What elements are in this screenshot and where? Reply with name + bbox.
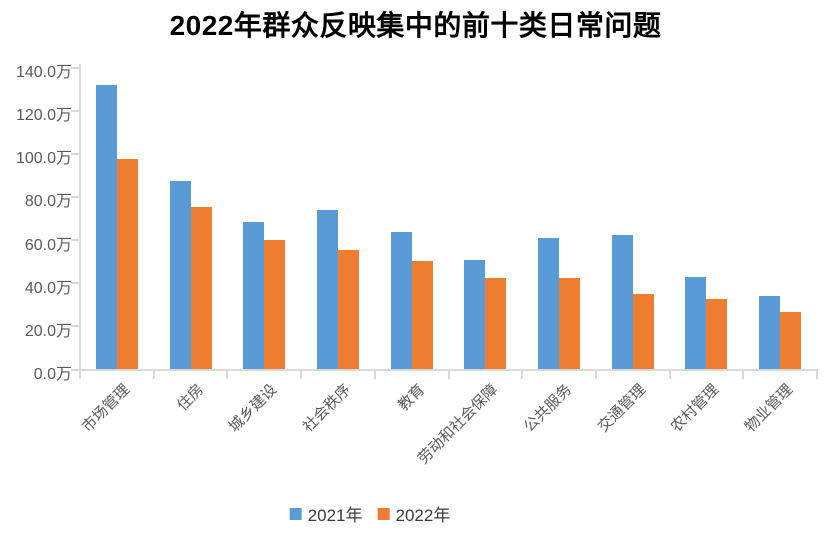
x-axis-line [79, 369, 818, 371]
bar-2022年-公共服务 [559, 278, 581, 369]
bar-2021年-市场管理 [95, 85, 117, 369]
bar-2022年-市场管理 [116, 158, 138, 369]
legend-label-2021年: 2021年 [307, 506, 363, 525]
x-axis-tick [79, 371, 81, 379]
chart-title: 2022年群众反映集中的前十类日常问题 [169, 10, 662, 41]
x-axis-tick [447, 371, 450, 379]
legend-item-2022年: 2022年 [377, 501, 451, 526]
y-axis-tick [71, 66, 79, 69]
y-axis-tick-label: 0.0万 [33, 366, 72, 383]
bar-2022年-社会秩序 [337, 250, 359, 369]
legend-swatch-2021年 [289, 507, 302, 520]
bar-2021年-物业管理 [759, 295, 781, 369]
y-axis-tick [71, 282, 79, 285]
y-axis-tick-label: 20.0万 [24, 322, 72, 340]
y-axis-tick-label: 140.0万 [15, 64, 72, 81]
x-axis-tick [521, 371, 524, 379]
bar-2021年-劳动和社会保障 [464, 260, 486, 369]
legend-label-2022年: 2022年 [395, 506, 451, 525]
bar-2021年-交通管理 [611, 235, 633, 369]
y-axis-tick-label: 60.0万 [24, 236, 72, 254]
y-axis-tick [71, 239, 79, 242]
bar-2022年-农村管理 [706, 298, 728, 369]
x-axis-tick [373, 371, 376, 379]
y-axis-line [79, 64, 81, 377]
legend-swatch-2022年 [377, 507, 390, 520]
bar-2022年-物业管理 [780, 311, 802, 369]
y-axis-tick [71, 109, 79, 112]
y-axis-tick [71, 368, 79, 371]
x-axis-tick [152, 371, 155, 379]
x-axis-tick [742, 371, 745, 379]
chart-legend: 2021年 2022年 [289, 501, 451, 526]
bar-2022年-住房 [190, 207, 212, 369]
y-axis-tick-label: 40.0万 [24, 279, 72, 297]
y-axis-tick [71, 325, 79, 328]
bar-2021年-社会秩序 [316, 210, 338, 369]
x-axis-tick [668, 371, 671, 379]
y-axis-tick-label: 120.0万 [15, 107, 72, 125]
y-axis-tick [71, 195, 79, 198]
bar-2022年-城乡建设 [264, 239, 286, 369]
bar-2022年-劳动和社会保障 [485, 278, 507, 369]
x-axis-tick [300, 371, 303, 379]
bar-2022年-交通管理 [632, 293, 654, 369]
x-axis-tick [816, 371, 818, 379]
bar-2021年-住房 [169, 181, 191, 369]
y-axis-tick-label: 100.0万 [15, 150, 72, 168]
x-axis-tick [594, 371, 597, 379]
legend-item-2021年: 2021年 [289, 501, 363, 526]
x-axis-tick [226, 371, 229, 379]
y-axis-tick [71, 152, 79, 155]
bar-2021年-农村管理 [685, 277, 707, 369]
y-axis-tick-label: 80.0万 [24, 193, 72, 211]
bar-2021年-城乡建设 [243, 222, 265, 369]
bar-2021年-公共服务 [538, 238, 560, 369]
bar-2022年-教育 [411, 261, 433, 369]
bar-2021年-教育 [390, 232, 412, 369]
